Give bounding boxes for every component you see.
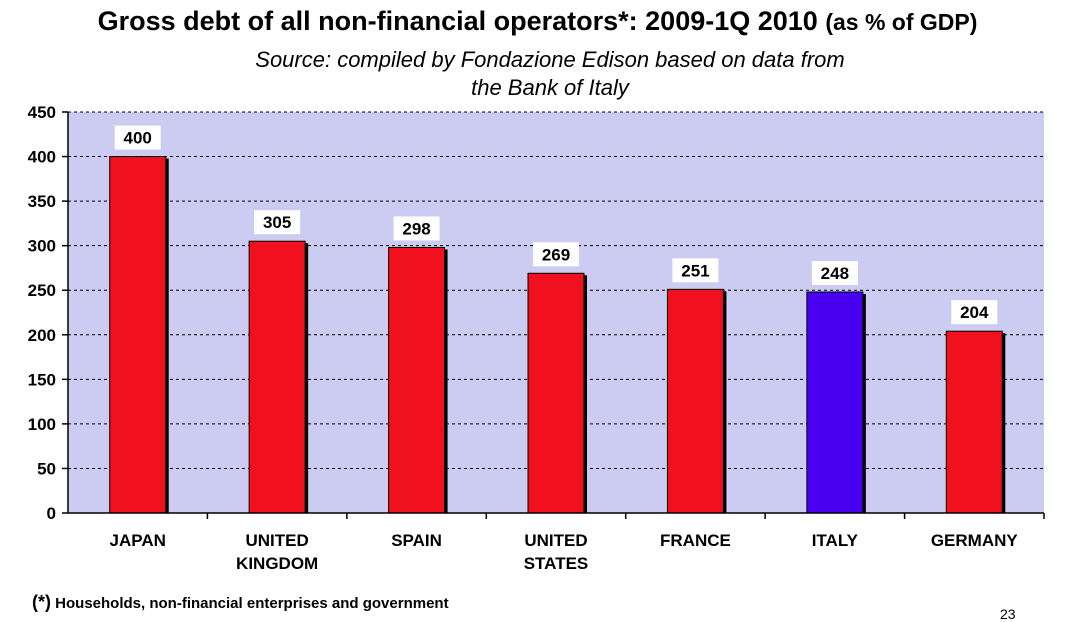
- y-tick-label: 150: [28, 370, 56, 389]
- data-label-box: [811, 261, 858, 286]
- bar: [527, 272, 585, 514]
- x-tick-label: UNITED STATES: [524, 531, 589, 573]
- y-tick-label: 350: [28, 192, 56, 211]
- data-label: 298: [393, 216, 440, 241]
- bar: [666, 288, 724, 514]
- footnote: (*) Households, non-financial enterprise…: [32, 592, 449, 613]
- chart-title: Gross debt of all non-financial operator…: [0, 6, 1075, 37]
- data-label-text: 251: [681, 261, 709, 280]
- y-tick-label: 300: [28, 237, 56, 256]
- bar: [388, 246, 446, 514]
- page-number: 23: [1000, 606, 1016, 622]
- x-tick-label: UNITED KINGDOM: [236, 531, 318, 573]
- bar: [945, 330, 1003, 514]
- x-tick-label: SPAIN: [391, 531, 442, 550]
- data-label: 248: [811, 261, 858, 286]
- data-label-text: 305: [263, 213, 291, 232]
- bar: [109, 156, 167, 514]
- y-tick-label: 200: [28, 326, 56, 345]
- data-label-text: 204: [960, 303, 989, 322]
- y-tick-label: 450: [28, 103, 56, 122]
- data-label-box: [254, 210, 301, 235]
- x-tick-label: FRANCE: [660, 531, 731, 550]
- data-label: 251: [672, 258, 719, 283]
- x-tick-label: GERMANY: [931, 531, 1019, 550]
- data-label-text: 248: [821, 264, 849, 283]
- data-label-box: [533, 242, 579, 267]
- y-tick-label: 100: [28, 415, 56, 434]
- x-tick-label-line: ITALY: [812, 531, 859, 550]
- data-label-box: [114, 125, 161, 150]
- data-label-text: 400: [124, 129, 152, 148]
- data-label: 400: [114, 125, 161, 150]
- data-label: 305: [254, 210, 301, 235]
- axes: [62, 111, 1045, 519]
- footnote-marker: (*): [32, 592, 51, 612]
- bar: [248, 240, 306, 514]
- data-labels: 400 305 298 269 251 248 204: [114, 125, 998, 325]
- y-axis-ticks: 0 50 100 150 200 250 300 350 400 450: [28, 103, 56, 523]
- data-label-text: 298: [402, 219, 430, 238]
- x-tick-label-line: GERMANY: [931, 531, 1019, 550]
- data-label: 204: [951, 300, 998, 325]
- chart-subtitle-line1: Source: compiled by Fondazione Edison ba…: [255, 47, 845, 72]
- x-tick-label-line: UNITED: [524, 531, 587, 550]
- x-tick-label: ITALY: [812, 531, 859, 550]
- x-tick-label-line: STATES: [524, 554, 589, 573]
- bars: [109, 156, 1006, 514]
- chart-subtitle: Source: compiled by Fondazione Edison ba…: [150, 46, 950, 102]
- x-tick-label-line: JAPAN: [110, 531, 166, 550]
- chart-title-suffix: (as % of GDP): [825, 9, 978, 35]
- data-label-box: [393, 216, 440, 241]
- y-tick-label: 250: [28, 281, 56, 300]
- x-tick-label-line: SPAIN: [391, 531, 442, 550]
- data-label: 269: [533, 242, 579, 267]
- data-label-text: 269: [542, 245, 570, 264]
- y-tick-label: 50: [37, 459, 56, 478]
- data-label-box: [951, 300, 998, 325]
- x-axis-ticks: JAPAN UNITED KINGDOM SPAIN UNITED STATES FRANC…: [110, 531, 1019, 573]
- x-tick-label-line: UNITED: [246, 531, 309, 550]
- x-tick-label-line: KINGDOM: [236, 554, 318, 573]
- footnote-text: Households, non-financial enterprises an…: [55, 595, 449, 612]
- y-tick-label: 0: [47, 504, 56, 523]
- x-tick-label-line: FRANCE: [660, 531, 731, 550]
- chart-subtitle-line2: the Bank of Italy: [471, 75, 629, 100]
- x-tick-label: JAPAN: [110, 531, 166, 550]
- bar: [806, 291, 864, 514]
- data-label-box: [672, 258, 719, 283]
- y-tick-label: 400: [28, 148, 56, 167]
- chart-title-main: Gross debt of all non-financial operator…: [97, 6, 818, 36]
